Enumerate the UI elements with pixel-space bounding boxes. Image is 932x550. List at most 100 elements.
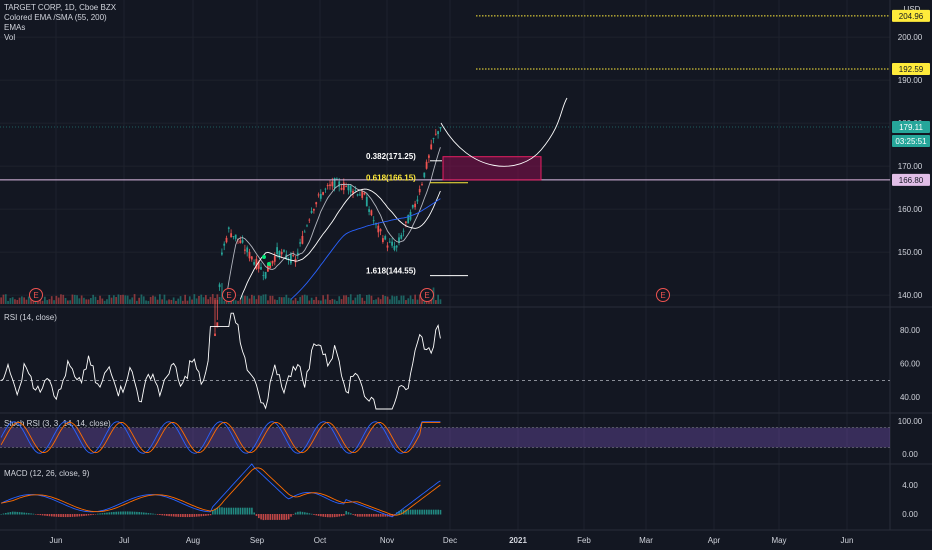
candle[interactable]: [411, 204, 414, 210]
buy-zone-box[interactable]: [442, 156, 542, 181]
candle[interactable]: [310, 207, 313, 214]
candle[interactable]: [303, 229, 306, 233]
candle[interactable]: [244, 244, 246, 255]
candle[interactable]: [234, 234, 237, 242]
price-badge-target[interactable]: 204.96: [892, 9, 930, 22]
candle[interactable]: [432, 137, 435, 144]
candle[interactable]: [372, 216, 375, 226]
legend-indicator-ema-sma[interactable]: Colored EMA /SMA (55, 200): [4, 13, 107, 22]
candle[interactable]: [271, 260, 274, 267]
rsi-pane[interactable]: RSI (14, close) 80.00 60.00 40.00: [0, 312, 921, 410]
candle[interactable]: [301, 230, 304, 245]
candle[interactable]: [283, 248, 285, 253]
candle[interactable]: [428, 154, 430, 163]
candle[interactable]: [437, 130, 439, 139]
candle[interactable]: [342, 178, 345, 195]
candle[interactable]: [225, 235, 228, 244]
candle[interactable]: [317, 192, 320, 198]
earnings-marker-3[interactable]: E: [656, 288, 670, 302]
candle[interactable]: [365, 192, 368, 207]
candle[interactable]: [322, 191, 324, 196]
macd-pane[interactable]: MACD (12, 26, close, 9) 4.00 0.00: [0, 463, 918, 521]
candle[interactable]: [227, 226, 230, 233]
candle[interactable]: [260, 262, 262, 270]
candle[interactable]: [386, 242, 389, 252]
legend-indicator-vol[interactable]: Vol: [4, 33, 16, 42]
candle[interactable]: [382, 235, 384, 244]
candle[interactable]: [400, 232, 403, 240]
candle[interactable]: [356, 193, 359, 197]
candle[interactable]: [315, 201, 318, 208]
candle[interactable]: [232, 236, 235, 240]
candle[interactable]: [223, 241, 226, 251]
candle[interactable]: [296, 248, 299, 260]
candle[interactable]: [253, 259, 255, 266]
candle[interactable]: [395, 245, 398, 252]
candle[interactable]: [421, 182, 423, 186]
candle[interactable]: [280, 248, 283, 259]
candle[interactable]: [264, 271, 267, 280]
candle[interactable]: [248, 248, 251, 262]
price-pane[interactable]: [214, 127, 442, 337]
earnings-marker-2[interactable]: E: [420, 288, 434, 302]
candle[interactable]: [439, 127, 442, 132]
earnings-marker-1[interactable]: E: [222, 288, 236, 302]
candle[interactable]: [430, 139, 433, 150]
price-badge-hline[interactable]: 166.80: [892, 173, 930, 186]
legend-indicator-emas[interactable]: EMAs: [4, 23, 26, 32]
candle[interactable]: [434, 129, 437, 136]
candle[interactable]: [347, 183, 350, 195]
candle[interactable]: [359, 191, 361, 196]
candle[interactable]: [216, 300, 219, 328]
candle[interactable]: [340, 183, 343, 191]
candle[interactable]: [336, 177, 338, 180]
price-badge-last[interactable]: 179.11: [892, 121, 930, 133]
candle[interactable]: [246, 245, 249, 257]
candle[interactable]: [308, 218, 311, 223]
candle[interactable]: [255, 255, 258, 271]
candle[interactable]: [306, 224, 308, 228]
candle[interactable]: [416, 195, 419, 204]
candle[interactable]: [384, 234, 387, 241]
candle[interactable]: [393, 241, 396, 252]
candle[interactable]: [230, 229, 232, 238]
candle[interactable]: [276, 242, 278, 258]
candle[interactable]: [368, 206, 370, 216]
price-badge-target[interactable]: 192.59: [892, 63, 930, 76]
price-badge-countdown[interactable]: 03:25:51: [892, 135, 930, 147]
candle[interactable]: [407, 214, 410, 224]
candle[interactable]: [218, 282, 221, 291]
projection-curve[interactable]: [440, 97, 568, 167]
earnings-marker-0[interactable]: E: [29, 288, 43, 302]
candle[interactable]: [377, 222, 380, 238]
candle[interactable]: [398, 233, 400, 246]
candle[interactable]: [221, 248, 223, 256]
candle[interactable]: [402, 228, 405, 237]
candle[interactable]: [391, 237, 393, 248]
candle[interactable]: [262, 271, 265, 281]
candle[interactable]: [349, 184, 352, 196]
candle[interactable]: [418, 185, 421, 196]
candle[interactable]: [370, 209, 373, 217]
candle[interactable]: [299, 238, 301, 247]
candle[interactable]: [423, 172, 426, 179]
candle[interactable]: [379, 228, 382, 236]
candle[interactable]: [250, 255, 253, 262]
candle[interactable]: [319, 189, 322, 202]
candle[interactable]: [326, 183, 329, 190]
candle[interactable]: [241, 235, 244, 244]
candle[interactable]: [329, 179, 331, 190]
candle[interactable]: [273, 252, 276, 266]
candle[interactable]: [414, 200, 416, 210]
candle[interactable]: [313, 208, 315, 214]
candle[interactable]: [425, 159, 428, 170]
candle[interactable]: [388, 238, 391, 244]
candle[interactable]: [324, 187, 327, 193]
candle[interactable]: [214, 300, 216, 337]
candle[interactable]: [292, 251, 295, 258]
stoch-rsi-pane[interactable]: Stoch RSI (3, 3, 14, 14, close) 100.00 0.0…: [0, 417, 923, 459]
legend-symbol[interactable]: TARGET CORP, 1D, Cboe BZX: [4, 3, 117, 12]
candle[interactable]: [278, 250, 281, 260]
drawings[interactable]: E E E E 0.382(171.25) 0.618(166.15) 1.618(144.…: [0, 15, 890, 302]
